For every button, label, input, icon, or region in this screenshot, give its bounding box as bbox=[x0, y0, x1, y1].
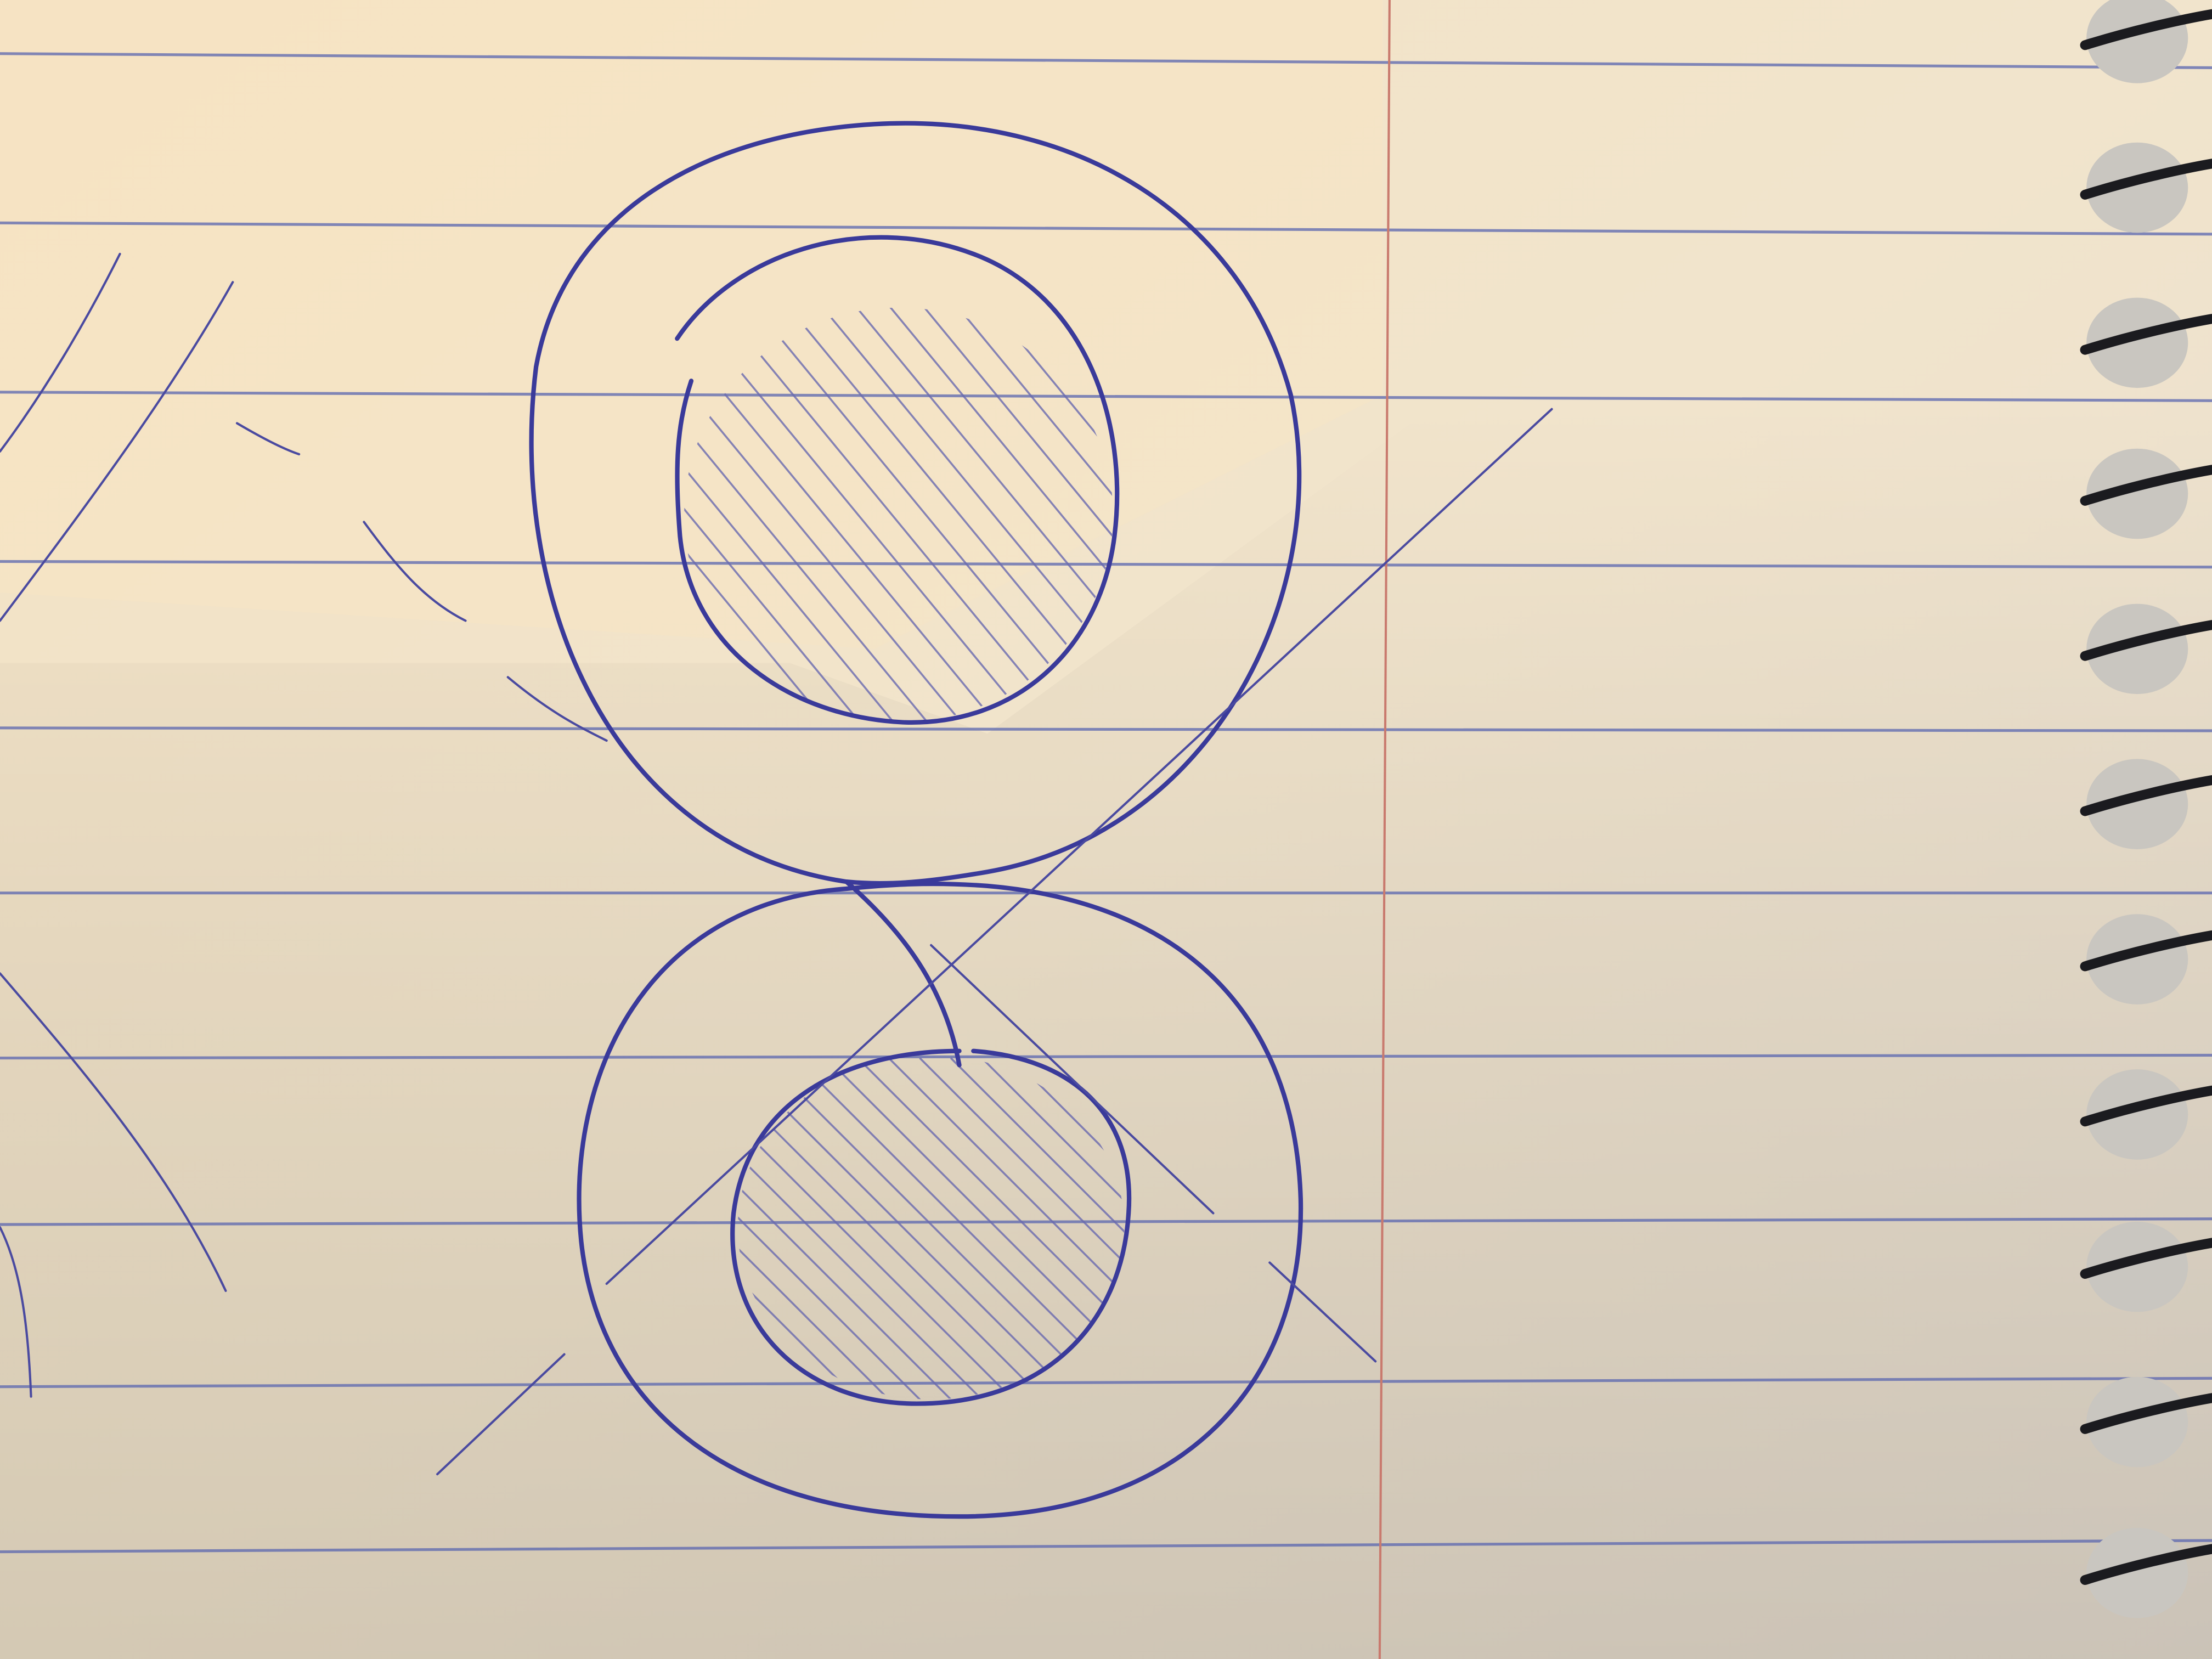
binding-hole bbox=[2086, 1221, 2188, 1312]
binding-hole bbox=[2086, 142, 2188, 233]
hatch-line bbox=[737, 1057, 932, 1400]
margin-line bbox=[1378, 0, 1391, 1659]
dash-stroke bbox=[363, 521, 467, 622]
binding-ring bbox=[2080, 620, 2212, 661]
sketch-lines bbox=[0, 252, 1553, 1476]
rule-line bbox=[0, 1376, 2212, 1389]
left-stroke bbox=[0, 1226, 32, 1398]
binding-hole bbox=[2086, 759, 2188, 849]
binding-hole bbox=[2086, 1527, 2188, 1618]
binding-ring bbox=[2080, 930, 2212, 972]
binding-ring bbox=[2080, 1544, 2212, 1585]
binding-ring bbox=[2080, 465, 2212, 506]
hatch-line bbox=[950, 1057, 1125, 1400]
hatch-line bbox=[737, 1057, 1087, 1400]
hatch-line bbox=[981, 1057, 1125, 1400]
dash-stroke bbox=[235, 422, 301, 456]
binding-hole bbox=[2086, 297, 2188, 388]
left-stroke bbox=[0, 972, 227, 1292]
rule-line bbox=[0, 52, 2212, 69]
hatch-line bbox=[913, 307, 1113, 723]
left-stroke bbox=[0, 281, 234, 622]
hatch-line bbox=[919, 1057, 1125, 1400]
binding-ring bbox=[2080, 159, 2212, 200]
binding-hole bbox=[2086, 603, 2188, 695]
diagonal-line bbox=[930, 944, 1215, 1215]
binding-ring bbox=[2080, 1085, 2212, 1127]
lower-inner-circle bbox=[730, 1048, 1132, 1406]
upper-inner-circle bbox=[675, 235, 1120, 725]
hatch-line bbox=[737, 1057, 994, 1400]
diagonal-line bbox=[1268, 1261, 1377, 1363]
binding-ring bbox=[2080, 9, 2212, 50]
hatch-line bbox=[888, 1057, 1125, 1400]
rule-line bbox=[0, 1217, 2212, 1226]
hatch-line bbox=[684, 307, 904, 723]
hatch-line bbox=[857, 1057, 1125, 1400]
hatch-line bbox=[684, 307, 836, 723]
hatch-line bbox=[811, 307, 1113, 723]
hatch-line bbox=[684, 307, 972, 723]
hatch-line bbox=[845, 307, 1113, 723]
binding-hole bbox=[2086, 1069, 2188, 1160]
upper-outer-circle bbox=[529, 121, 1302, 886]
rule-line bbox=[0, 1053, 2212, 1060]
hatch-line bbox=[737, 1057, 901, 1400]
diagonal-line bbox=[605, 408, 1553, 1285]
binding-hole bbox=[2086, 1376, 2188, 1468]
binding-hole bbox=[2086, 448, 2188, 539]
rule-line bbox=[0, 221, 2212, 236]
hatch-line bbox=[737, 1057, 1025, 1400]
connector-stroke bbox=[844, 879, 962, 1068]
lower-outer-circle bbox=[577, 881, 1304, 1519]
hatch-line bbox=[684, 307, 1006, 723]
hatch-line bbox=[879, 307, 1113, 723]
diagonal-line bbox=[436, 1353, 566, 1476]
binding-ring bbox=[2080, 1238, 2212, 1279]
rule-line bbox=[0, 560, 2212, 569]
hatch-line bbox=[764, 1057, 1118, 1400]
left-stroke bbox=[0, 252, 121, 453]
spiral-binding bbox=[2080, 0, 2212, 1618]
binding-ring bbox=[2080, 775, 2212, 816]
rule-line bbox=[0, 391, 2212, 402]
hatch-line bbox=[1012, 1057, 1125, 1400]
dash-stroke bbox=[506, 676, 608, 742]
binding-ring bbox=[2080, 1393, 2212, 1434]
binding-hole bbox=[2086, 914, 2188, 1005]
hatch-line bbox=[737, 1057, 870, 1400]
hatch-line bbox=[684, 307, 938, 723]
rule-line bbox=[0, 726, 2212, 732]
ruled-lines bbox=[0, 52, 2212, 1554]
rule-line bbox=[0, 1539, 2212, 1554]
drawing bbox=[529, 121, 1304, 1519]
hatch-line bbox=[737, 1057, 963, 1400]
hatch-line bbox=[684, 307, 870, 723]
binding-ring bbox=[2080, 314, 2212, 355]
